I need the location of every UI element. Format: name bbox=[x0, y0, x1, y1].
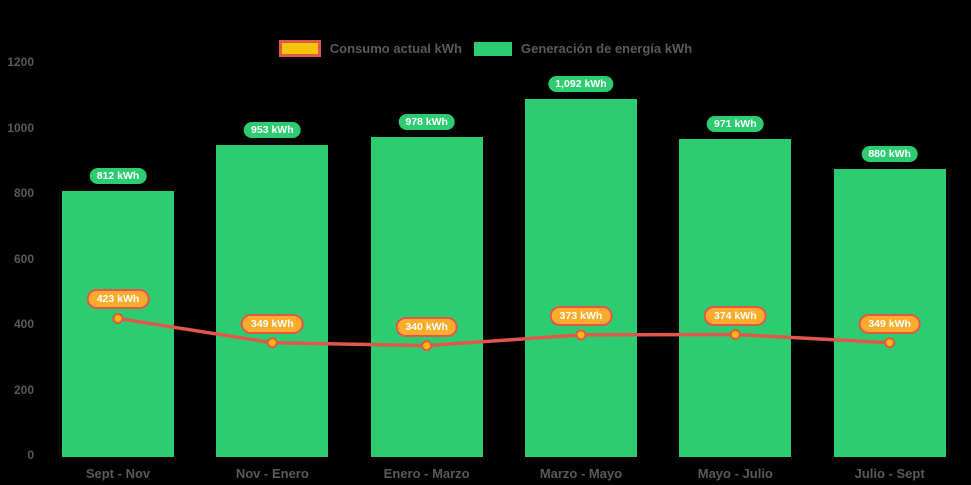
consumo-value-label: 349 kWh bbox=[858, 313, 921, 334]
bar-value-label: 812 kWh bbox=[89, 168, 147, 185]
y-axis-tick-label: 1000 bbox=[7, 120, 34, 135]
bar-value-label: 971 kWh bbox=[707, 115, 764, 132]
y-axis-tick-label: 1200 bbox=[7, 55, 34, 69]
x-axis-category-label: Marzo - Mayo bbox=[539, 466, 623, 481]
x-axis-category-label: Sept - Nov bbox=[85, 466, 151, 481]
bar-generacion[interactable] bbox=[370, 136, 483, 457]
consumo-point-marker[interactable] bbox=[729, 329, 741, 341]
chart-legend: Consumo actual kWh Generación de energía … bbox=[0, 40, 971, 57]
x-axis-category-label: Enero - Marzo bbox=[383, 466, 470, 481]
legend-swatch-generacion-icon bbox=[473, 41, 512, 56]
bar-value-label: 978 kWh bbox=[398, 113, 455, 130]
legend-label-consumo: Consumo actual kWh bbox=[329, 41, 462, 56]
y-axis-tick-label: 600 bbox=[13, 251, 34, 266]
consumo-point-marker[interactable] bbox=[575, 329, 587, 341]
consumo-value-label: 423 kWh bbox=[86, 289, 150, 310]
legend-item-consumo[interactable]: Consumo actual kWh bbox=[278, 40, 462, 57]
bar-generacion[interactable] bbox=[216, 144, 329, 457]
bar-generacion[interactable] bbox=[524, 99, 637, 457]
consumo-value-label: 373 kWh bbox=[549, 305, 613, 326]
legend-item-generacion[interactable]: Generación de energía kWh bbox=[473, 41, 693, 56]
legend-label-generacion: Generación de energía kWh bbox=[520, 41, 693, 56]
bar-generacion[interactable] bbox=[679, 138, 792, 457]
bar-generacion[interactable] bbox=[62, 191, 174, 457]
consumo-value-label: 340 kWh bbox=[395, 316, 458, 337]
consumo-point-marker[interactable] bbox=[884, 337, 896, 349]
bar-value-label: 953 kWh bbox=[244, 121, 301, 138]
y-axis-tick-label: 400 bbox=[13, 317, 34, 331]
x-axis-category-label: Nov - Enero bbox=[235, 466, 309, 481]
consumo-value-label: 349 kWh bbox=[241, 313, 304, 334]
y-axis-tick-label: 200 bbox=[13, 382, 34, 397]
consumo-point-marker[interactable] bbox=[266, 337, 278, 349]
x-axis-category-label: Mayo - Julio bbox=[697, 466, 773, 481]
y-axis-tick-label: 800 bbox=[13, 186, 34, 200]
bar-value-label: 880 kWh bbox=[861, 145, 918, 162]
legend-swatch-consumo-icon bbox=[278, 40, 321, 57]
consumo-point-marker[interactable] bbox=[421, 340, 433, 352]
bar-value-label: 1,092 kWh bbox=[548, 76, 614, 93]
y-axis-tick-label: 0 bbox=[27, 448, 34, 462]
x-axis-category-label: Julio - Sept bbox=[854, 466, 925, 481]
consumo-point-marker[interactable] bbox=[112, 312, 124, 324]
consumo-value-label: 374 kWh bbox=[704, 305, 767, 326]
